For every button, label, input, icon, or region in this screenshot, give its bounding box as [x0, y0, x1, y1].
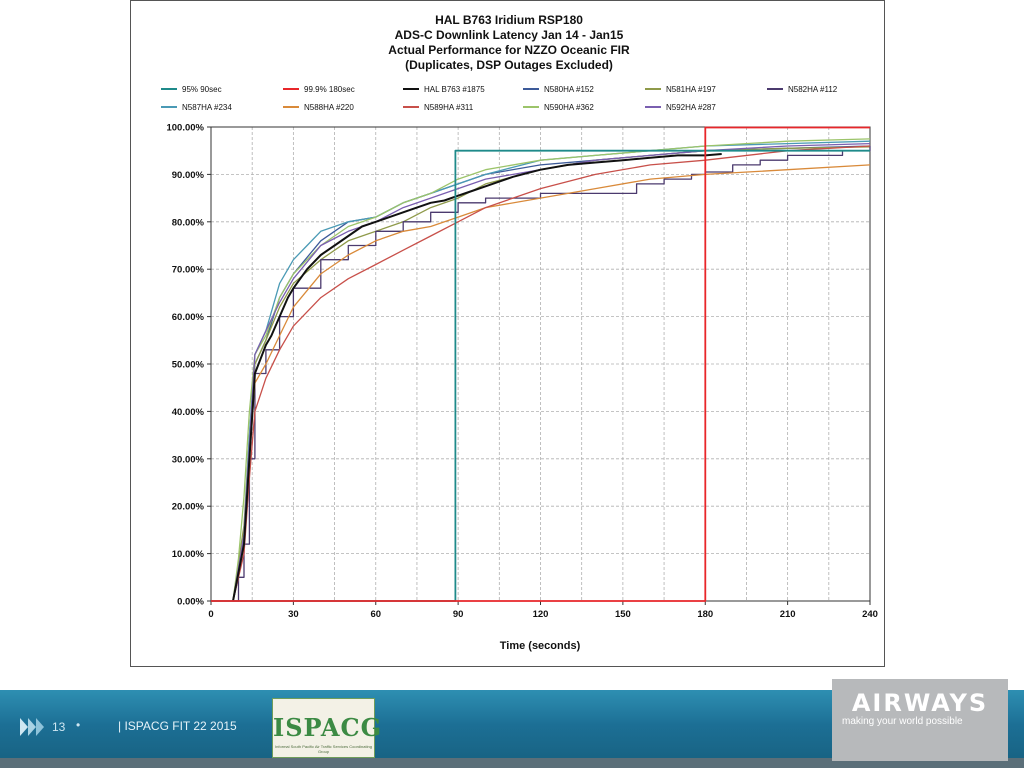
- legend-entry: N590HA #362: [544, 103, 594, 112]
- airways-brand-name: AIRWAYS: [851, 689, 989, 717]
- series-line: [211, 126, 870, 602]
- legend-entry: N582HA #112: [788, 85, 838, 94]
- footer-caption: | ISPACG FIT 22 2015: [118, 719, 237, 733]
- series-line: [232, 145, 871, 602]
- y-tick-label: 80.00%: [172, 217, 205, 228]
- x-tick-label: 0: [208, 609, 213, 620]
- y-tick-label: 20.00%: [172, 502, 205, 513]
- legend-entry: N589HA #311: [424, 103, 474, 112]
- chart-panel: HAL B763 Iridium RSP180 ADS-C Downlink La…: [130, 0, 885, 667]
- series-line: [232, 146, 871, 602]
- legend-entry: HAL B763 #1875: [424, 85, 485, 94]
- y-tick-label: 60.00%: [172, 312, 205, 323]
- x-tick-label: 240: [862, 609, 878, 620]
- y-tick-label: 0.00%: [177, 597, 204, 608]
- series-line: [232, 164, 871, 602]
- x-axis-label: Time (seconds): [500, 640, 581, 652]
- y-tick-label: 40.00%: [172, 407, 205, 418]
- y-tick-label: 100.00%: [166, 123, 204, 134]
- x-tick-label: 210: [780, 609, 796, 620]
- y-tick-label: 50.00%: [172, 360, 205, 371]
- chart-series: [211, 126, 871, 602]
- airways-tagline: making your world possible: [842, 716, 963, 727]
- chart-legend: 95% 90sec 99.9% 180sec HAL B763 #1875 N580H…: [161, 85, 838, 112]
- legend-entry: N587HA #234: [182, 103, 232, 112]
- ispacg-logo: ISPACG Informal South Pacific Air Traffi…: [272, 698, 383, 758]
- ispacg-logo-subtitle: Informal South Pacific Air Traffic Servi…: [275, 744, 372, 754]
- legend-entry: N588HA #220: [304, 103, 354, 112]
- series-line: [232, 142, 871, 602]
- ispacg-logo-text: ISPACG: [273, 713, 383, 742]
- legend-entry: N580HA #152: [544, 85, 594, 94]
- series-line: [232, 138, 871, 602]
- chart-title-line: Actual Performance for NZZO Oceanic FIR: [388, 43, 630, 57]
- chart-axes: 0.00% 10.00% 20.00% 30.00% 40.00% 50.00% 60.00…: [166, 123, 877, 621]
- legend-entry: N592HA #287: [666, 103, 716, 112]
- airways-logo: AIRWAYS making your world possible: [832, 679, 1008, 761]
- x-tick-label: 150: [615, 609, 631, 620]
- legend-entry: 99.9% 180sec: [304, 85, 355, 94]
- series-line: [232, 145, 871, 602]
- x-tick-label: 180: [697, 609, 713, 620]
- slide-bullet: •: [76, 718, 81, 732]
- legend-entry: N581HA #197: [666, 85, 716, 94]
- series-line: [232, 153, 722, 602]
- x-tick-label: 90: [453, 609, 464, 620]
- series-line: [232, 140, 871, 602]
- y-tick-label: 70.00%: [172, 265, 205, 276]
- series-line: [233, 146, 871, 602]
- chart-title-line: HAL B763 Iridium RSP180: [435, 13, 583, 27]
- slide-arrows-icon: [20, 718, 44, 736]
- x-tick-label: 60: [370, 609, 381, 620]
- x-tick-label: 30: [288, 609, 299, 620]
- y-tick-label: 30.00%: [172, 454, 205, 465]
- chart-title-line: (Duplicates, DSP Outages Excluded): [405, 58, 613, 72]
- legend-entry: 95% 90sec: [182, 85, 222, 94]
- x-tick-label: 120: [533, 609, 549, 620]
- y-tick-label: 10.00%: [172, 549, 205, 560]
- chart-title-line: ADS-C Downlink Latency Jan 14 - Jan15: [395, 28, 624, 42]
- y-tick-label: 90.00%: [172, 170, 205, 181]
- slide-number: 13: [52, 720, 66, 734]
